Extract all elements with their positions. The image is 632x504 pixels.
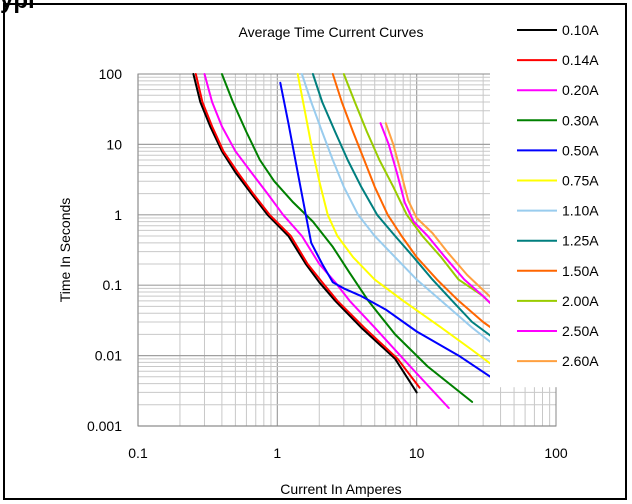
x-tick-label: 100 bbox=[544, 445, 568, 461]
x-tick-label: 10 bbox=[409, 445, 425, 461]
y-tick-label: 10 bbox=[106, 136, 122, 152]
legend-label: 0.50A bbox=[562, 142, 599, 158]
series-line bbox=[302, 74, 501, 350]
legend-label: 0.30A bbox=[562, 112, 599, 128]
chart-title: Average Time Current Curves bbox=[239, 24, 424, 40]
x-axis-label: Current In Amperes bbox=[280, 481, 401, 497]
legend-label: 0.10A bbox=[562, 22, 599, 38]
x-tick-label: 1 bbox=[273, 445, 281, 461]
legend-label: 2.60A bbox=[562, 353, 599, 369]
y-tick-label: 0.01 bbox=[95, 348, 122, 364]
y-tick-label: 100 bbox=[99, 66, 123, 82]
y-tick-label: 0.1 bbox=[103, 277, 123, 293]
legend-label: 0.14A bbox=[562, 52, 599, 68]
legend-label: 1.10A bbox=[562, 203, 599, 219]
y-axis-label: Time In Seconds bbox=[57, 198, 73, 303]
y-tick-label: 0.001 bbox=[87, 418, 122, 434]
legend-label: 0.75A bbox=[562, 173, 599, 189]
series-line bbox=[205, 74, 449, 408]
y-tick-label: 1 bbox=[114, 207, 122, 223]
legend-label: 0.20A bbox=[562, 82, 599, 98]
legend-label: 1.25A bbox=[562, 233, 599, 249]
chart-legend: 0.10A 0.14A 0.20A 0.30A 0.50A 0.75A 1.10A 1.25A… bbox=[490, 18, 614, 387]
legend-label: 2.50A bbox=[562, 323, 599, 339]
chart-series bbox=[193, 74, 500, 408]
series-line bbox=[280, 83, 500, 384]
legend-label: 2.00A bbox=[562, 293, 599, 309]
legend-label: 1.50A bbox=[562, 263, 599, 279]
x-tick-label: 0.1 bbox=[128, 445, 148, 461]
